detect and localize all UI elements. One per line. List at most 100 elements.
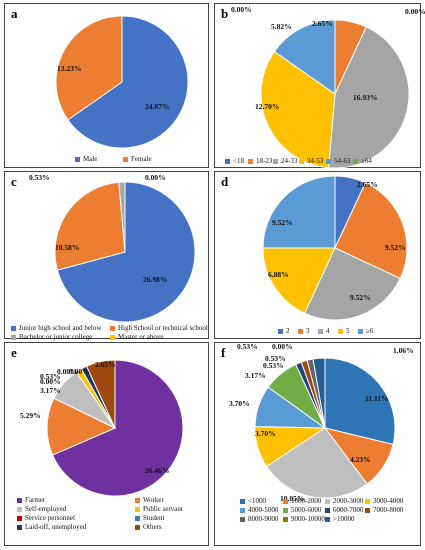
- pie-slice-f-2: [265, 427, 368, 499]
- legend-label-e-4: Service personnel: [25, 514, 75, 522]
- legend-item-f-6: 6000-7000: [325, 505, 363, 515]
- legend-label-e-5: Student: [143, 514, 165, 522]
- panel-label-e: e: [11, 345, 17, 360]
- legend-item-b-5: ≥64: [353, 156, 372, 166]
- legend-swatch-c-3: [110, 334, 115, 340]
- legend-label-b-5: ≥64: [361, 157, 372, 165]
- legend-d: 2 3 4 5 ≥6: [215, 172, 422, 340]
- data-label-f-0: 11.11%: [365, 394, 389, 403]
- legend-e: Farmer Worker Self-employed Public servant S…: [5, 343, 210, 547]
- data-label-f-6: 0.53%: [265, 354, 286, 363]
- legend-item-b-2: 24-33: [273, 156, 297, 166]
- legend-label-f-7: 7000-8000: [373, 506, 404, 514]
- data-label-e-6: 0.00%: [69, 367, 90, 376]
- legend-label-a-0: Male: [83, 155, 98, 163]
- legend-item-f-2: 2000-3000: [325, 496, 363, 506]
- data-label-d-4: 9.52%: [272, 218, 293, 227]
- legend-swatch-d-1: [298, 328, 303, 334]
- legend-label-d-1: 3: [306, 327, 310, 335]
- legend-swatch-f-0: [240, 498, 245, 504]
- data-label-f-8: 0.53%: [237, 342, 258, 351]
- data-label-f-1: 4.23%: [350, 455, 371, 464]
- legend-swatch-f-9: [283, 516, 288, 522]
- legend-c: Junior high school and below High School …: [5, 172, 210, 341]
- pie-chart-f: 11.11%4.23%10.05%3.70%3.70%3.17%0.53%0.5…: [229, 342, 414, 503]
- legend-label-e-2: Self-employed: [25, 505, 67, 513]
- legend-swatch-f-8: [240, 516, 245, 522]
- panel-label-f: f: [221, 345, 226, 360]
- legend-item-e-1: Worker: [135, 495, 164, 505]
- data-label-c-1: 10.58%: [55, 243, 79, 252]
- data-label-e-7: 2.65%: [95, 360, 116, 369]
- pie-slice-d-2: [303, 247, 401, 321]
- legend-swatch-d-3: [338, 328, 343, 334]
- legend-item-a-1: Female: [123, 154, 152, 164]
- pie-slice-a-0: [67, 15, 189, 149]
- data-label-e-5: 0.00%: [40, 377, 61, 386]
- legend-item-d-4: ≥6: [358, 326, 373, 336]
- legend-item-d-3: 5: [338, 326, 350, 336]
- legend-swatch-f-1: [283, 498, 288, 504]
- legend-label-f-10: >10000: [333, 515, 355, 523]
- legend-swatch-e-5: [135, 515, 140, 521]
- legend-item-a-0: Male: [75, 154, 97, 164]
- legend-label-c-0: Junior high school and below: [19, 324, 102, 332]
- panel-d: d 2.65% 9.52% 9.52% 6.88% 9.52% 2 3 4 5 ≥6: [214, 171, 421, 339]
- legend-swatch-b-2: [273, 158, 278, 164]
- legend-item-e-6: Laid-off, unemployed: [17, 522, 86, 532]
- data-label-e-1: 5.29%: [20, 411, 41, 420]
- legend-item-f-5: 5000-6000: [283, 505, 321, 515]
- legend-label-b-4: 54-63: [334, 157, 351, 165]
- legend-item-e-4: Service personnel: [17, 513, 75, 523]
- legend-label-c-2: Bachelor or junior college: [19, 333, 93, 341]
- legend-item-f-1: 1000-2000: [283, 496, 321, 506]
- legend-label-e-7: Others: [143, 523, 162, 531]
- legend-label-f-5: 5000-6000: [291, 506, 322, 514]
- legend-item-d-0: 2: [278, 326, 290, 336]
- data-label-b-2: 16.93%: [353, 93, 377, 102]
- legend-swatch-b-5: [353, 158, 358, 164]
- pie-slice-f-0: [324, 357, 396, 446]
- panel-label-a: a: [11, 6, 18, 21]
- legend-label-b-0: <18: [233, 157, 244, 165]
- legend-swatch-d-4: [358, 328, 363, 334]
- legend-label-f-3: 3000-4000: [373, 497, 404, 505]
- legend-a: Male Female: [5, 4, 210, 169]
- pie-chart-c: 26.98% 10.58% 0.53% 0.00%: [29, 173, 196, 323]
- legend-swatch-f-10: [325, 516, 330, 522]
- pie-slice-c-0: [56, 181, 196, 323]
- legend-label-d-2: 4: [326, 327, 330, 335]
- panel-e: e 26.46% 5.29% 3.17% 0.53% 0.00% 0.00% 0.00% 2.…: [4, 342, 209, 546]
- pie-slice-b-2: [327, 26, 410, 169]
- legend-f: <1000 1000-2000 2000-3000 3000-4000 4000-500…: [215, 343, 422, 547]
- pie-slice-b-3: [260, 50, 336, 169]
- pie-slice-d-1: [334, 182, 408, 280]
- data-label-c-0: 26.98%: [143, 275, 167, 284]
- legend-item-f-9: 9000-10000: [283, 514, 325, 524]
- legend-swatch-b-4: [326, 158, 331, 164]
- legend-label-c-3: Master or above: [118, 333, 164, 341]
- data-label-f-2: 10.05%: [280, 494, 304, 503]
- pie-chart-d: 2.65% 9.52% 9.52% 6.88% 9.52%: [262, 175, 408, 321]
- legend-swatch-f-6: [325, 507, 330, 513]
- legend-label-d-0: 2: [286, 327, 290, 335]
- legend-label-e-6: Laid-off, unemployed: [25, 523, 87, 531]
- data-label-e-2: 3.17%: [40, 386, 61, 395]
- legend-swatch-c-0: [11, 325, 16, 331]
- data-label-f-7: 0.53%: [263, 361, 284, 370]
- data-label-b-4: 5.82%: [271, 22, 292, 31]
- legend-label-b-1: 18-23: [256, 157, 273, 165]
- legend-item-f-0: <1000: [240, 496, 266, 506]
- legend-label-f-6: 6000-7000: [333, 506, 364, 514]
- panel-label-d: d: [221, 174, 229, 189]
- legend-b: <18 18-23 24-33 34-53 54-63 ≥64: [215, 4, 422, 169]
- pie-slice-f-10: [312, 357, 326, 429]
- legend-label-f-9: 9000-10000: [291, 515, 325, 523]
- data-label-f-4: 3.70%: [229, 399, 250, 408]
- legend-item-e-2: Self-employed: [17, 504, 66, 514]
- legend-label-b-3: 34-53: [307, 157, 324, 165]
- legend-item-f-7: 7000-8000: [365, 505, 403, 515]
- legend-label-b-2: 24-33: [281, 157, 298, 165]
- panel-f: f 11.11% 4.23% 10.05% 3.70% 3.70% 3.17% 0.53% 0…: [214, 342, 421, 546]
- legend-swatch-e-2: [17, 506, 22, 512]
